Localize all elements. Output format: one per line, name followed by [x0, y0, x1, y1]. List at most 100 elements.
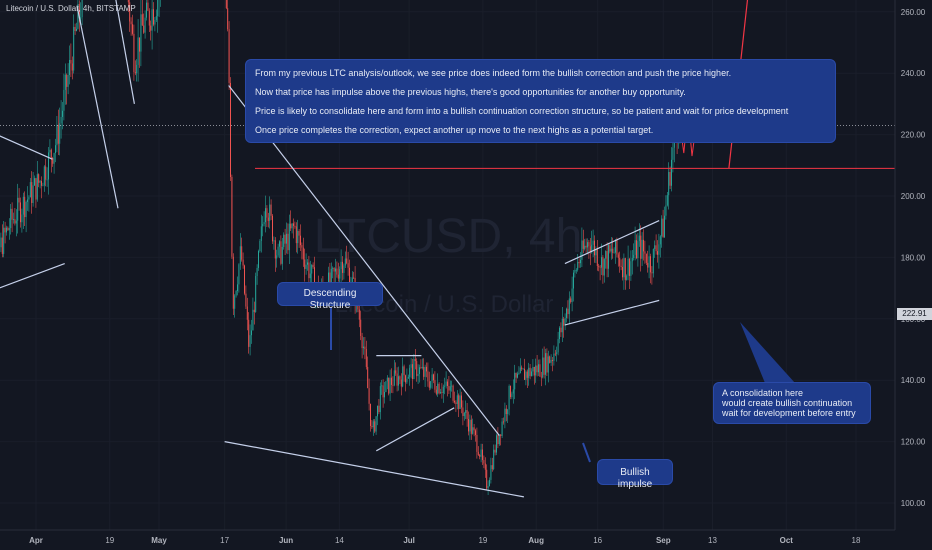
candle-body: [560, 327, 562, 333]
candle-body: [624, 258, 626, 280]
candle-body: [504, 408, 506, 422]
candle-body: [31, 182, 33, 204]
candle-body: [483, 460, 485, 464]
candle-body: [333, 267, 335, 272]
candle-body: [482, 449, 483, 461]
candle-body: [489, 479, 490, 487]
candle-body: [81, 0, 83, 18]
candle-body: [526, 371, 528, 378]
candle-body: [494, 449, 496, 453]
candle-body: [640, 235, 642, 259]
candle-body: [34, 178, 35, 186]
price-axis[interactable]: 100.00120.00140.00160.00180.00200.00220.…: [894, 0, 926, 530]
candle-body: [66, 74, 68, 87]
candle-body: [480, 449, 482, 457]
candle-body: [143, 25, 145, 33]
candle-body: [622, 266, 623, 278]
candle-body: [137, 37, 139, 65]
candle-body: [146, 2, 147, 18]
candle-body: [378, 405, 380, 413]
candle-body: [140, 14, 142, 52]
candle-body: [491, 465, 493, 470]
candle-body: [388, 377, 390, 394]
candle-body: [536, 365, 538, 373]
candle-body: [157, 0, 159, 17]
candle-body: [148, 10, 150, 26]
candle-body: [307, 262, 308, 265]
trendline: [228, 85, 500, 436]
candle-body: [521, 367, 523, 370]
candle-body: [428, 381, 430, 388]
candle-body: [630, 261, 632, 276]
candle-body: [262, 223, 264, 227]
candle-body: [563, 318, 565, 326]
candle-body: [405, 375, 406, 383]
candle-body: [53, 153, 55, 164]
candle-body: [434, 380, 436, 390]
candle-body: [372, 421, 374, 428]
candle-body: [671, 159, 672, 186]
candle-body: [598, 265, 600, 267]
time-tick-label: 14: [335, 536, 344, 545]
candle-body: [300, 235, 301, 246]
candle-body: [578, 261, 580, 264]
candle-body: [651, 272, 653, 274]
candle-body: [596, 248, 598, 266]
candle-body: [637, 241, 639, 259]
candle-body: [479, 454, 481, 457]
trendlines: [0, 0, 701, 498]
candle-body: [39, 181, 41, 183]
candle-body: [377, 405, 378, 417]
candle-body: [301, 245, 303, 248]
candle-body: [43, 166, 45, 186]
candle-body: [349, 267, 350, 288]
candle-body: [568, 298, 570, 315]
candle-body: [267, 217, 269, 221]
candle-body: [384, 391, 385, 398]
candle-body: [566, 308, 567, 319]
candle-body: [463, 412, 465, 417]
candle-body: [363, 346, 364, 349]
candle-body: [155, 16, 157, 20]
consolidation-line: would create bullish continuation: [722, 398, 853, 408]
candle-body: [543, 357, 545, 375]
candle-body: [64, 74, 66, 90]
candle-body: [15, 220, 17, 224]
candle-body: [484, 463, 486, 470]
candle-body: [347, 263, 349, 268]
candle-body: [293, 223, 294, 226]
candle-body: [244, 265, 245, 294]
candle-body: [522, 368, 524, 370]
candle-body: [134, 72, 136, 74]
candle-body: [4, 227, 6, 233]
consolidation-pointer: [740, 322, 795, 383]
candle-body: [63, 89, 65, 111]
candle-body: [617, 254, 619, 258]
candle-body: [238, 264, 240, 285]
candle-body: [398, 376, 399, 386]
candle-body: [374, 421, 376, 432]
candle-body: [294, 225, 296, 227]
consolidation-line: wait for development before entry: [722, 408, 856, 418]
candle-body: [498, 434, 500, 445]
candle-body: [78, 3, 80, 19]
candle-body: [385, 381, 387, 392]
candle-body: [447, 381, 448, 386]
candle-body: [255, 276, 257, 313]
candle-body: [3, 227, 5, 254]
watermark-symbol: LTCUSD, 4h: [314, 210, 583, 263]
candle-body: [587, 242, 588, 248]
candle-body: [636, 240, 637, 259]
candle-body: [658, 244, 660, 255]
bullish-pointer: [582, 442, 591, 463]
candle-body: [13, 219, 14, 220]
consolidation-line: A consolidation here: [722, 388, 804, 398]
candle-body: [237, 284, 238, 291]
candle-body: [410, 364, 412, 368]
time-axis[interactable]: Apr 19 May 17 Jun 14 Jul 19 Aug 16 Sep 13 Oct 18: [0, 529, 895, 545]
candle-body: [503, 421, 504, 423]
candle-body: [545, 353, 546, 375]
candle-body: [412, 364, 413, 380]
candle-body: [538, 364, 539, 373]
